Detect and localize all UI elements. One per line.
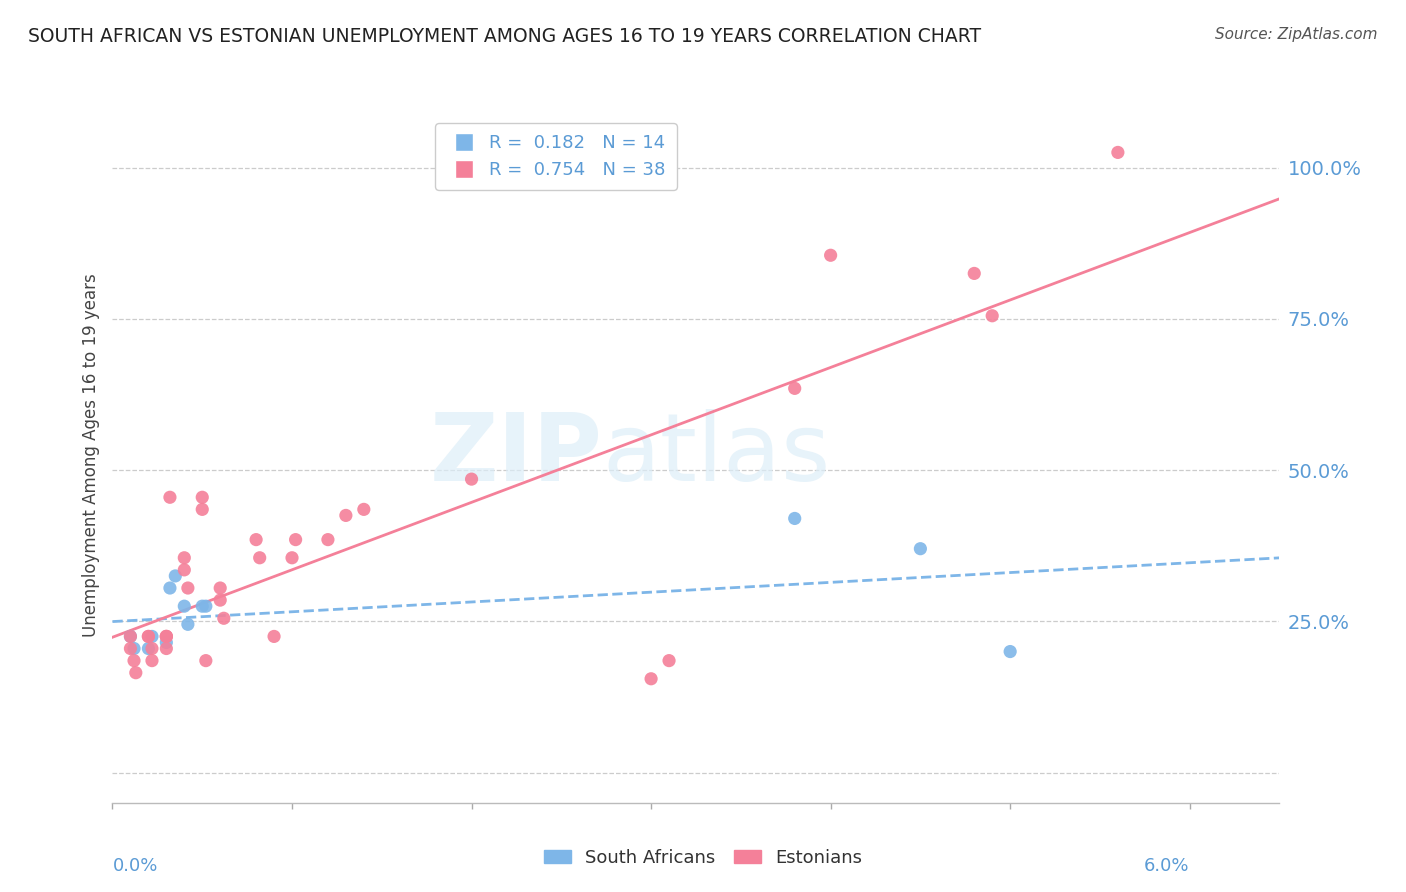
Point (141, 654, 163, 668)
Point (194, 599, 217, 614)
Point (249, 550, 271, 565)
Point (125, 665, 148, 680)
Point (212, 611, 235, 625)
Point (120, 629, 142, 643)
Point (138, 629, 160, 643)
Point (658, 654, 681, 668)
Text: 0.0%: 0.0% (112, 857, 157, 875)
Text: atlas: atlas (603, 409, 831, 501)
Point (120, 641, 142, 656)
Text: ZIP: ZIP (430, 409, 603, 501)
Point (981, 309, 1004, 323)
Point (155, 629, 177, 643)
Point (335, 508, 357, 523)
Text: 6.0%: 6.0% (1144, 857, 1189, 875)
Point (284, 533, 307, 547)
Text: SOUTH AFRICAN VS ESTONIAN UNEMPLOYMENT AMONG AGES 16 TO 19 YEARS CORRELATION CHA: SOUTH AFRICAN VS ESTONIAN UNEMPLOYMENT A… (28, 27, 981, 45)
Point (353, 502, 375, 516)
Point (177, 581, 200, 595)
Point (963, 267, 986, 281)
Point (910, 541, 932, 556)
Point (159, 490, 181, 504)
Point (155, 629, 177, 643)
Point (155, 641, 177, 656)
Point (281, 550, 304, 565)
Point (263, 629, 285, 643)
Point (177, 617, 200, 632)
Point (122, 654, 145, 668)
Point (245, 533, 267, 547)
Legend: R =  0.182   N = 14, R =  0.754   N = 38: R = 0.182 N = 14, R = 0.754 N = 38 (436, 123, 676, 190)
Point (191, 599, 214, 614)
Point (155, 629, 177, 643)
Point (820, 248, 842, 262)
Point (460, 472, 482, 486)
Point (120, 629, 142, 643)
Point (173, 599, 195, 614)
Point (141, 641, 163, 656)
Point (783, 381, 806, 395)
Point (209, 593, 232, 607)
Legend: South Africans, Estonians: South Africans, Estonians (537, 842, 869, 874)
Point (191, 502, 214, 516)
Point (194, 654, 217, 668)
Point (138, 629, 160, 643)
Point (138, 641, 160, 656)
Point (159, 581, 181, 595)
Y-axis label: Unemployment Among Ages 16 to 19 years: Unemployment Among Ages 16 to 19 years (82, 273, 100, 637)
Point (141, 629, 163, 643)
Point (640, 672, 662, 686)
Text: Source: ZipAtlas.com: Source: ZipAtlas.com (1215, 27, 1378, 42)
Point (998, 644, 1021, 658)
Point (173, 550, 195, 565)
Point (173, 563, 195, 577)
Point (122, 641, 145, 656)
Point (191, 490, 214, 504)
Point (165, 569, 187, 583)
Point (155, 635, 177, 649)
Point (316, 533, 339, 547)
Point (209, 581, 232, 595)
Point (1107, 145, 1129, 160)
Point (783, 511, 806, 525)
